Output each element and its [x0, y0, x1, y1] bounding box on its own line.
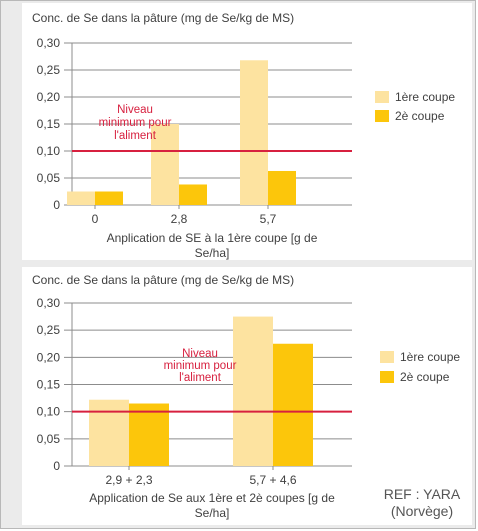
y-tick-label: 0,20 — [37, 350, 61, 364]
y-tick-label: 0,25 — [37, 63, 61, 77]
reference-note: REF : YARA (Norvège) — [372, 486, 472, 520]
threshold-label: l'aliment — [179, 372, 222, 384]
bar-series-2 — [129, 403, 169, 466]
bar-series-1 — [89, 399, 129, 466]
x-axis-label: Se/ha] — [195, 246, 230, 260]
x-tick-label: 2,8 — [171, 212, 188, 226]
x-axis-label: Application de Se aux 1ère et 2è coupes … — [89, 491, 335, 505]
chart-panel-2: Conc. de Se dans la pâture (mg de Se/kg … — [22, 267, 472, 525]
threshold-label: Niveau — [117, 104, 153, 116]
y-tick-label: 0,10 — [37, 144, 61, 158]
legend-swatch — [380, 351, 394, 363]
x-axis-label: Anplication de SE à la 1ère coupe [g de — [107, 231, 318, 245]
y-tick-label: 0 — [53, 198, 60, 212]
legend-label: 1ère coupe — [400, 350, 460, 364]
bar-series-2 — [268, 170, 296, 205]
legend-swatch — [375, 91, 389, 103]
bar-series-2 — [95, 191, 123, 205]
chart-title: Conc. de Se dans la pâture (mg de Se/kg … — [32, 11, 294, 25]
y-tick-label: 0,30 — [37, 36, 61, 50]
y-tick-label: 0,05 — [37, 171, 61, 185]
x-tick-label: 2,9 + 2,3 — [105, 473, 152, 487]
y-tick-label: 0,20 — [37, 90, 61, 104]
bar-series-1 — [233, 316, 273, 466]
y-tick-label: 0,05 — [37, 432, 61, 446]
threshold-label: minimum pour — [99, 117, 172, 129]
y-tick-label: 0,15 — [37, 117, 61, 131]
y-tick-label: 0,10 — [37, 405, 61, 419]
chart-2: Conc. de Se dans la pâture (mg de Se/kg … — [32, 273, 460, 520]
chart-title: Conc. de Se dans la pâture (mg de Se/kg … — [32, 273, 294, 287]
legend-swatch — [380, 371, 394, 383]
y-tick-label: 0,30 — [37, 296, 61, 310]
y-tick-label: 0,25 — [37, 323, 61, 337]
legend-swatch — [375, 110, 389, 122]
threshold-label: l'aliment — [114, 130, 157, 142]
bar-series-1 — [240, 60, 268, 205]
x-tick-label: 5,7 + 4,6 — [249, 473, 296, 487]
legend-label: 2è coupe — [400, 370, 450, 384]
x-axis-label: Se/ha] — [195, 506, 230, 520]
x-tick-label: 5,7 — [260, 212, 277, 226]
legend-label: 1ère coupe — [395, 90, 455, 104]
bar-series-1 — [67, 191, 95, 205]
bar-series-2 — [273, 343, 313, 466]
threshold-label: Niveau — [182, 348, 218, 360]
reference-source: REF : YARA — [383, 486, 461, 502]
y-tick-label: 0 — [53, 459, 60, 473]
threshold-label: minimum pour — [164, 360, 237, 372]
legend-label: 2è coupe — [395, 109, 445, 123]
y-tick-label: 0,15 — [37, 378, 61, 392]
reference-country: (Norvège) — [390, 503, 454, 519]
chart-1: Conc. de Se dans la pâture (mg de Se/kg … — [32, 11, 455, 260]
bar-series-2 — [179, 184, 207, 205]
chart-panel-1: Conc. de Se dans la pâture (mg de Se/kg … — [22, 3, 472, 260]
bar-series-1 — [151, 124, 179, 205]
x-tick-label: 0 — [92, 212, 99, 226]
